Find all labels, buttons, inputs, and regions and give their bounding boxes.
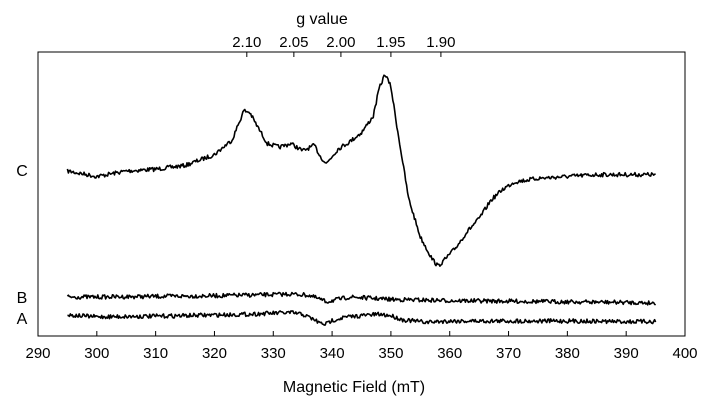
x-axis-title: Magnetic Field (mT) (283, 379, 425, 396)
trace-c (66, 74, 656, 267)
x-tick-label: 400 (672, 345, 697, 362)
x-tick-label: 340 (320, 345, 345, 362)
trace-label-a: A (17, 311, 28, 328)
plot-frame (37, 51, 686, 337)
trace-label-c: C (16, 163, 28, 180)
top-tick-label: 2.00 (326, 34, 355, 51)
x-tick-label: 360 (437, 345, 462, 362)
x-axis-ticks: 290 300 310 320 330 340 350 360 370 380 390 400 (25, 331, 698, 362)
top-tick-label: 2.10 (232, 34, 261, 51)
trace-a (67, 310, 657, 326)
x-tick-label: 370 (496, 345, 521, 362)
top-tick-label: 2.05 (279, 34, 308, 51)
x-tick-label: 330 (261, 345, 286, 362)
x-tick-label: 300 (84, 345, 109, 362)
x-tick-label: 320 (202, 345, 227, 362)
top-axis-ticks: 2.10 2.05 2.00 1.95 1.90 (232, 34, 456, 57)
top-tick-label: 1.95 (376, 34, 405, 51)
x-tick-label: 380 (555, 345, 580, 362)
trace-label-b: B (17, 290, 28, 307)
x-tick-label: 310 (143, 345, 168, 362)
x-tick-label: 290 (25, 345, 50, 362)
top-axis-title: g value (296, 11, 348, 28)
traces: C BA (16, 74, 657, 328)
trace-b (66, 291, 657, 306)
top-tick-label: 1.90 (426, 34, 455, 51)
x-tick-label: 350 (378, 345, 403, 362)
x-tick-label: 390 (614, 345, 639, 362)
